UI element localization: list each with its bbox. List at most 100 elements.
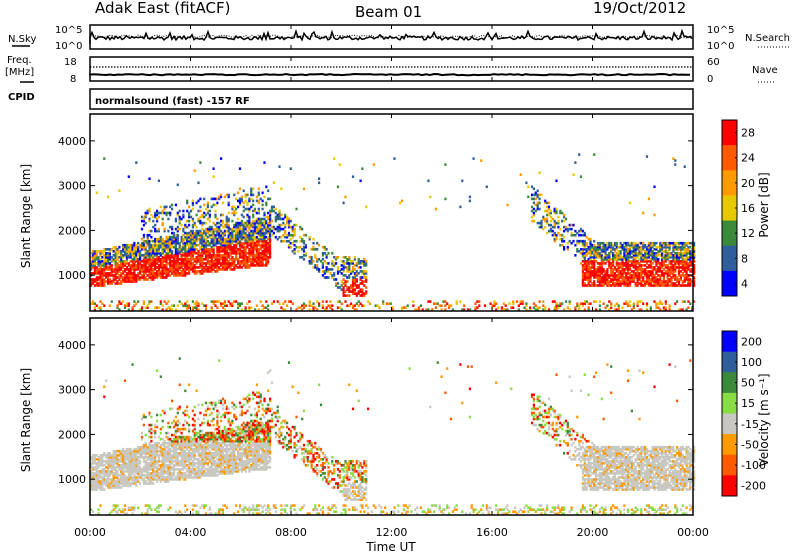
- data-cell: [446, 302, 448, 305]
- data-cell: [122, 508, 124, 511]
- data-cell: [164, 206, 166, 209]
- data-cell: [130, 244, 132, 247]
- data-cell: [290, 300, 292, 303]
- data-cell: [99, 250, 101, 253]
- data-cell: [343, 202, 345, 205]
- data-cell: [105, 379, 107, 382]
- data-cell: [229, 258, 231, 261]
- data-cell: [107, 196, 109, 199]
- data-cell: [250, 206, 252, 209]
- data-cell: [209, 248, 211, 251]
- data-cell: [188, 212, 190, 215]
- data-cell: [687, 306, 689, 309]
- data-cell: [211, 206, 213, 209]
- data-cell: [629, 242, 631, 245]
- data-cell: [254, 264, 256, 267]
- data-cell: [665, 270, 667, 273]
- data-cell: [548, 230, 550, 233]
- data-cell: [608, 252, 610, 255]
- data-cell: [160, 504, 162, 507]
- data-cell: [99, 480, 101, 483]
- data-cell: [659, 242, 661, 245]
- data-cell: [540, 194, 542, 197]
- data-cell: [672, 242, 674, 245]
- data-cell: [248, 216, 250, 219]
- data-cell: [126, 476, 128, 479]
- data-cell: [158, 436, 160, 439]
- data-cell: [128, 506, 130, 509]
- data-cell: [273, 206, 275, 209]
- data-cell: [171, 400, 173, 403]
- data-cell: [652, 284, 654, 287]
- data-cell: [670, 276, 672, 279]
- data-cell: [331, 268, 333, 271]
- data-cell: [231, 220, 233, 223]
- data-cell: [669, 260, 671, 263]
- data-cell: [233, 244, 235, 247]
- data-cell: [578, 153, 580, 156]
- data-cell: [158, 228, 160, 231]
- data-cell: [145, 504, 147, 507]
- data-cell: [280, 188, 282, 191]
- data-cell: [429, 196, 431, 199]
- data-cell: [627, 248, 629, 251]
- data-cell: [657, 258, 659, 261]
- data-cell: [535, 204, 537, 207]
- data-cell: [429, 300, 431, 303]
- data-cell: [309, 256, 311, 259]
- noise-left-tick-top: 10^5: [55, 25, 82, 36]
- data-cell: [544, 218, 546, 221]
- data-cell: [224, 238, 226, 241]
- data-cell: [687, 246, 689, 249]
- data-cell: [252, 214, 254, 217]
- data-cell: [280, 224, 282, 227]
- data-cell: [158, 212, 160, 215]
- data-cell: [122, 276, 124, 279]
- data-cell: [665, 280, 667, 283]
- data-cell: [612, 268, 614, 271]
- data-cell: [588, 302, 590, 305]
- data-cell: [350, 260, 352, 263]
- data-cell: [239, 302, 241, 305]
- data-cell: [115, 282, 117, 285]
- data-cell: [98, 268, 100, 271]
- data-cell: [171, 450, 173, 453]
- data-cell: [350, 284, 352, 287]
- data-cell: [111, 510, 113, 513]
- data-cell: [160, 464, 162, 467]
- data-cell: [165, 464, 167, 467]
- data-cell: [246, 302, 248, 305]
- data-cell: [365, 286, 367, 289]
- data-cell: [576, 240, 578, 243]
- data-cell: [116, 510, 118, 513]
- data-cell: [169, 206, 171, 209]
- data-cell: [642, 284, 644, 287]
- data-cell: [525, 182, 527, 185]
- power-ylabel: Slant Range [km]: [19, 164, 33, 268]
- data-cell: [164, 276, 166, 279]
- data-cell: [164, 300, 166, 303]
- data-cell: [262, 200, 264, 203]
- data-cell: [199, 230, 201, 233]
- data-cell: [346, 304, 348, 307]
- data-cell: [326, 266, 328, 269]
- data-cell: [591, 270, 593, 273]
- data-cell: [214, 198, 216, 201]
- data-cell: [145, 246, 147, 249]
- data-cell: [171, 236, 173, 239]
- data-cell: [667, 242, 669, 245]
- data-cell: [139, 244, 141, 247]
- data-cell: [152, 240, 154, 243]
- data-cell: [295, 246, 297, 249]
- data-cell: [642, 264, 644, 267]
- data-cell: [148, 424, 150, 427]
- data-cell: [669, 242, 671, 245]
- data-cell: [326, 306, 328, 309]
- data-cell: [116, 248, 118, 251]
- data-cell: [267, 242, 269, 245]
- data-cell: [154, 238, 156, 241]
- data-cell: [162, 442, 164, 445]
- data-cell: [346, 280, 348, 283]
- data-cell: [533, 208, 535, 211]
- data-cell: [657, 266, 659, 269]
